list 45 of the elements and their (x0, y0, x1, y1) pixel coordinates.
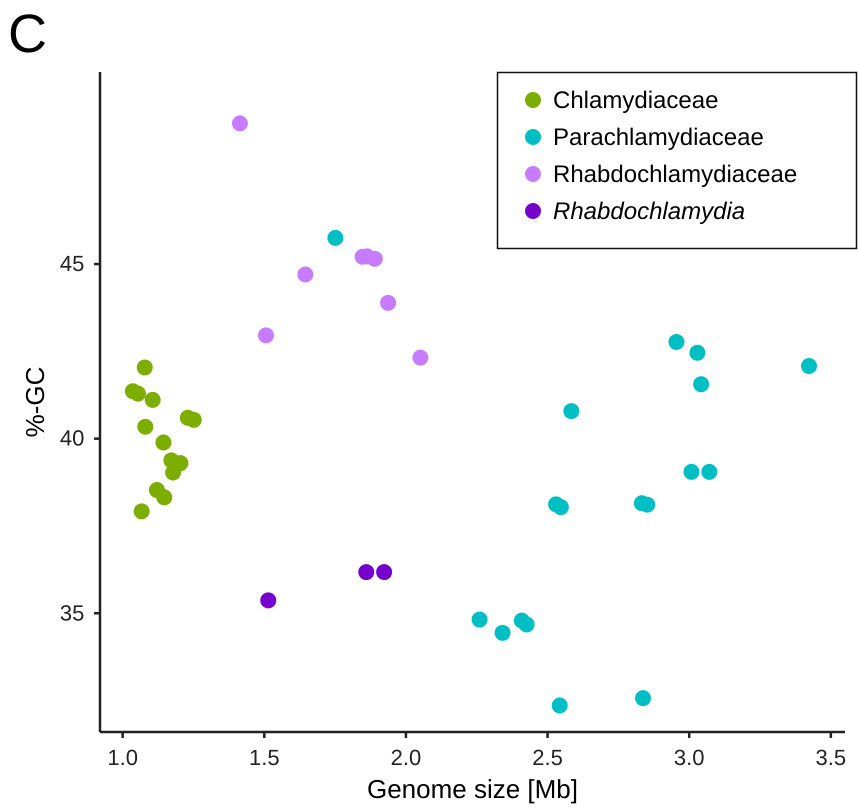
point (801, 358, 818, 374)
point (693, 376, 710, 392)
point (366, 250, 383, 267)
point (136, 359, 153, 376)
point (635, 690, 652, 706)
point (327, 230, 344, 246)
point (297, 266, 314, 283)
x-tick-label: 1.0 (107, 745, 138, 770)
point (683, 464, 700, 480)
legend-label: Rhabdochlamydiaceae (553, 161, 798, 188)
point (144, 392, 161, 408)
point (232, 115, 248, 132)
point (358, 564, 374, 580)
legend-label: Parachlamydiaceae (553, 124, 764, 151)
x-tick-label: 3.0 (674, 745, 704, 770)
point (494, 624, 511, 641)
point (518, 616, 535, 632)
point (134, 503, 150, 520)
text: C (8, 4, 47, 64)
legend-label: Chlamydiaceae (553, 87, 718, 114)
x-tick-label: 2.0 (390, 745, 422, 770)
point (668, 334, 684, 350)
x-tick-label: 1.5 (249, 745, 280, 770)
point (412, 350, 428, 366)
y-axis-title: %-GC (20, 366, 50, 438)
y-tick-label: 40 (60, 426, 84, 451)
legend-label: Rhabdochlamydia (553, 198, 746, 225)
x-tick-label: 3.5 (816, 745, 846, 770)
x-tick-label: 2.5 (532, 745, 563, 770)
point (258, 327, 274, 344)
x-axis-title: Genome size [Mb] (367, 774, 578, 804)
point (563, 403, 580, 420)
point (260, 592, 276, 608)
point (552, 499, 569, 516)
point (380, 294, 396, 311)
y-tick-label: 35 (60, 600, 84, 626)
point (689, 344, 706, 361)
point (155, 434, 172, 450)
point (137, 418, 154, 435)
point (376, 564, 392, 580)
point (472, 612, 488, 628)
point (701, 464, 718, 480)
point (156, 489, 172, 506)
point (552, 697, 568, 714)
y-tick-label: 45 (60, 251, 84, 276)
